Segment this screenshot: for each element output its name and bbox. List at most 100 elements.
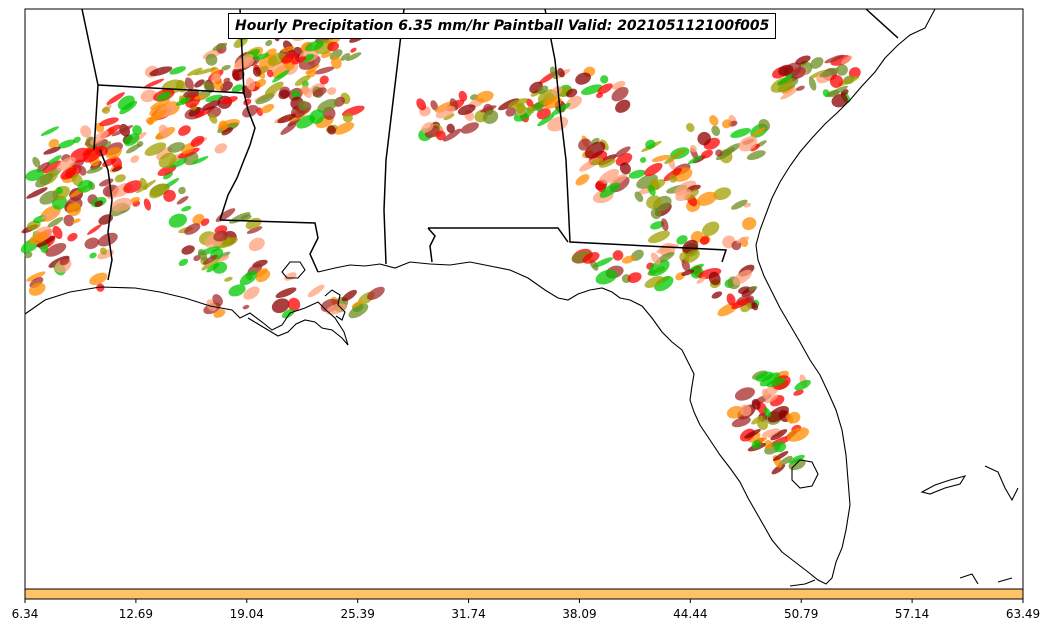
precip-blob xyxy=(644,162,663,177)
precip-blob xyxy=(648,185,656,196)
precip-blob xyxy=(773,451,789,461)
precip-blob xyxy=(275,287,297,299)
precip-blob xyxy=(742,217,757,231)
precip-blob xyxy=(66,202,82,217)
precip-blob xyxy=(156,91,172,102)
precip-blob xyxy=(614,146,631,158)
precip-blob xyxy=(711,125,721,137)
precip-blob xyxy=(763,440,773,449)
colorbar-tick-label: 38.09 xyxy=(562,607,597,621)
precip-blob xyxy=(655,251,675,264)
precip-blob xyxy=(443,113,455,121)
precip-blob xyxy=(634,191,644,203)
precip-blob xyxy=(43,146,61,155)
precip-blob xyxy=(77,179,93,193)
precip-blob xyxy=(687,155,703,165)
precip-blob xyxy=(757,418,768,430)
precip-blob xyxy=(193,255,201,262)
precip-blob xyxy=(223,77,231,84)
precip-blob xyxy=(565,95,582,110)
precip-blob xyxy=(763,407,772,418)
precip-blob xyxy=(675,188,692,202)
precip-blob xyxy=(123,180,143,194)
precip-blob xyxy=(721,143,741,157)
precip-blob xyxy=(317,98,338,113)
precip-blob xyxy=(219,81,233,92)
precip-blob xyxy=(212,42,228,51)
precip-blob xyxy=(175,96,191,106)
state-borders xyxy=(81,8,899,281)
precip-blob xyxy=(619,162,631,175)
precip-blob xyxy=(748,286,758,291)
precip-blob xyxy=(650,252,661,265)
precip-blob xyxy=(111,125,134,137)
precip-blob xyxy=(149,104,167,117)
precip-blob xyxy=(140,89,157,103)
precip-blob xyxy=(35,173,54,188)
colorbar-ticks xyxy=(24,599,1024,603)
precip-blob xyxy=(188,106,201,117)
precip-blob xyxy=(646,195,662,209)
colorbar-tick-label: 25.39 xyxy=(340,607,375,621)
precip-blob xyxy=(650,221,665,230)
precip-blob xyxy=(751,440,762,449)
precip-blob xyxy=(298,100,309,111)
precip-blob xyxy=(231,84,244,93)
precip-blob xyxy=(86,166,103,174)
precip-blob xyxy=(458,90,468,102)
precip-blob xyxy=(751,415,764,425)
precip-blob xyxy=(565,88,578,98)
precip-blob xyxy=(796,85,805,91)
precip-blob xyxy=(795,55,811,65)
precip-blob xyxy=(306,69,317,78)
precip-blob xyxy=(213,230,229,242)
precip-blob xyxy=(709,115,719,126)
precip-blob xyxy=(841,55,853,65)
precip-blob xyxy=(302,85,312,99)
precip-blob xyxy=(277,113,296,124)
precip-blob xyxy=(319,75,329,85)
precip-blob xyxy=(221,96,238,105)
precip-blob xyxy=(702,221,720,237)
precip-blob xyxy=(628,169,646,179)
precip-blob xyxy=(696,191,718,206)
precip-blob xyxy=(28,231,49,245)
precip-blob xyxy=(711,291,723,299)
precip-blob xyxy=(163,171,173,180)
precip-blob xyxy=(312,87,327,98)
precip-blob xyxy=(242,104,259,118)
precip-blob xyxy=(176,196,189,205)
precip-blob xyxy=(194,79,205,88)
precip-blob xyxy=(246,226,263,234)
precip-blob xyxy=(281,308,295,319)
precip-blob xyxy=(543,96,562,109)
precip-blob xyxy=(192,155,209,165)
precip-blob xyxy=(744,429,761,439)
precip-blob xyxy=(367,286,385,301)
precip-blob xyxy=(228,284,246,297)
precip-blob xyxy=(829,74,844,88)
precip-blob xyxy=(615,99,631,113)
precip-blob xyxy=(292,56,306,65)
precip-blob xyxy=(280,122,297,135)
precip-blob xyxy=(578,138,592,151)
precip-blob xyxy=(731,416,751,428)
precip-blob xyxy=(681,269,695,276)
precip-blob xyxy=(255,268,268,277)
coastlines xyxy=(24,8,1019,587)
precip-blob xyxy=(715,149,723,157)
precip-blob xyxy=(149,183,168,199)
precip-blob xyxy=(211,73,222,83)
precip-blob xyxy=(201,257,222,271)
precip-blob xyxy=(178,258,189,267)
precip-blob xyxy=(327,125,336,135)
precip-blob xyxy=(56,186,63,195)
precip-blob xyxy=(143,198,152,211)
precip-blob xyxy=(767,405,789,423)
precip-blob xyxy=(89,252,97,259)
precip-blob xyxy=(746,150,766,161)
precip-blob xyxy=(271,298,290,314)
precip-blob xyxy=(80,125,92,138)
precip-blob xyxy=(200,218,210,227)
